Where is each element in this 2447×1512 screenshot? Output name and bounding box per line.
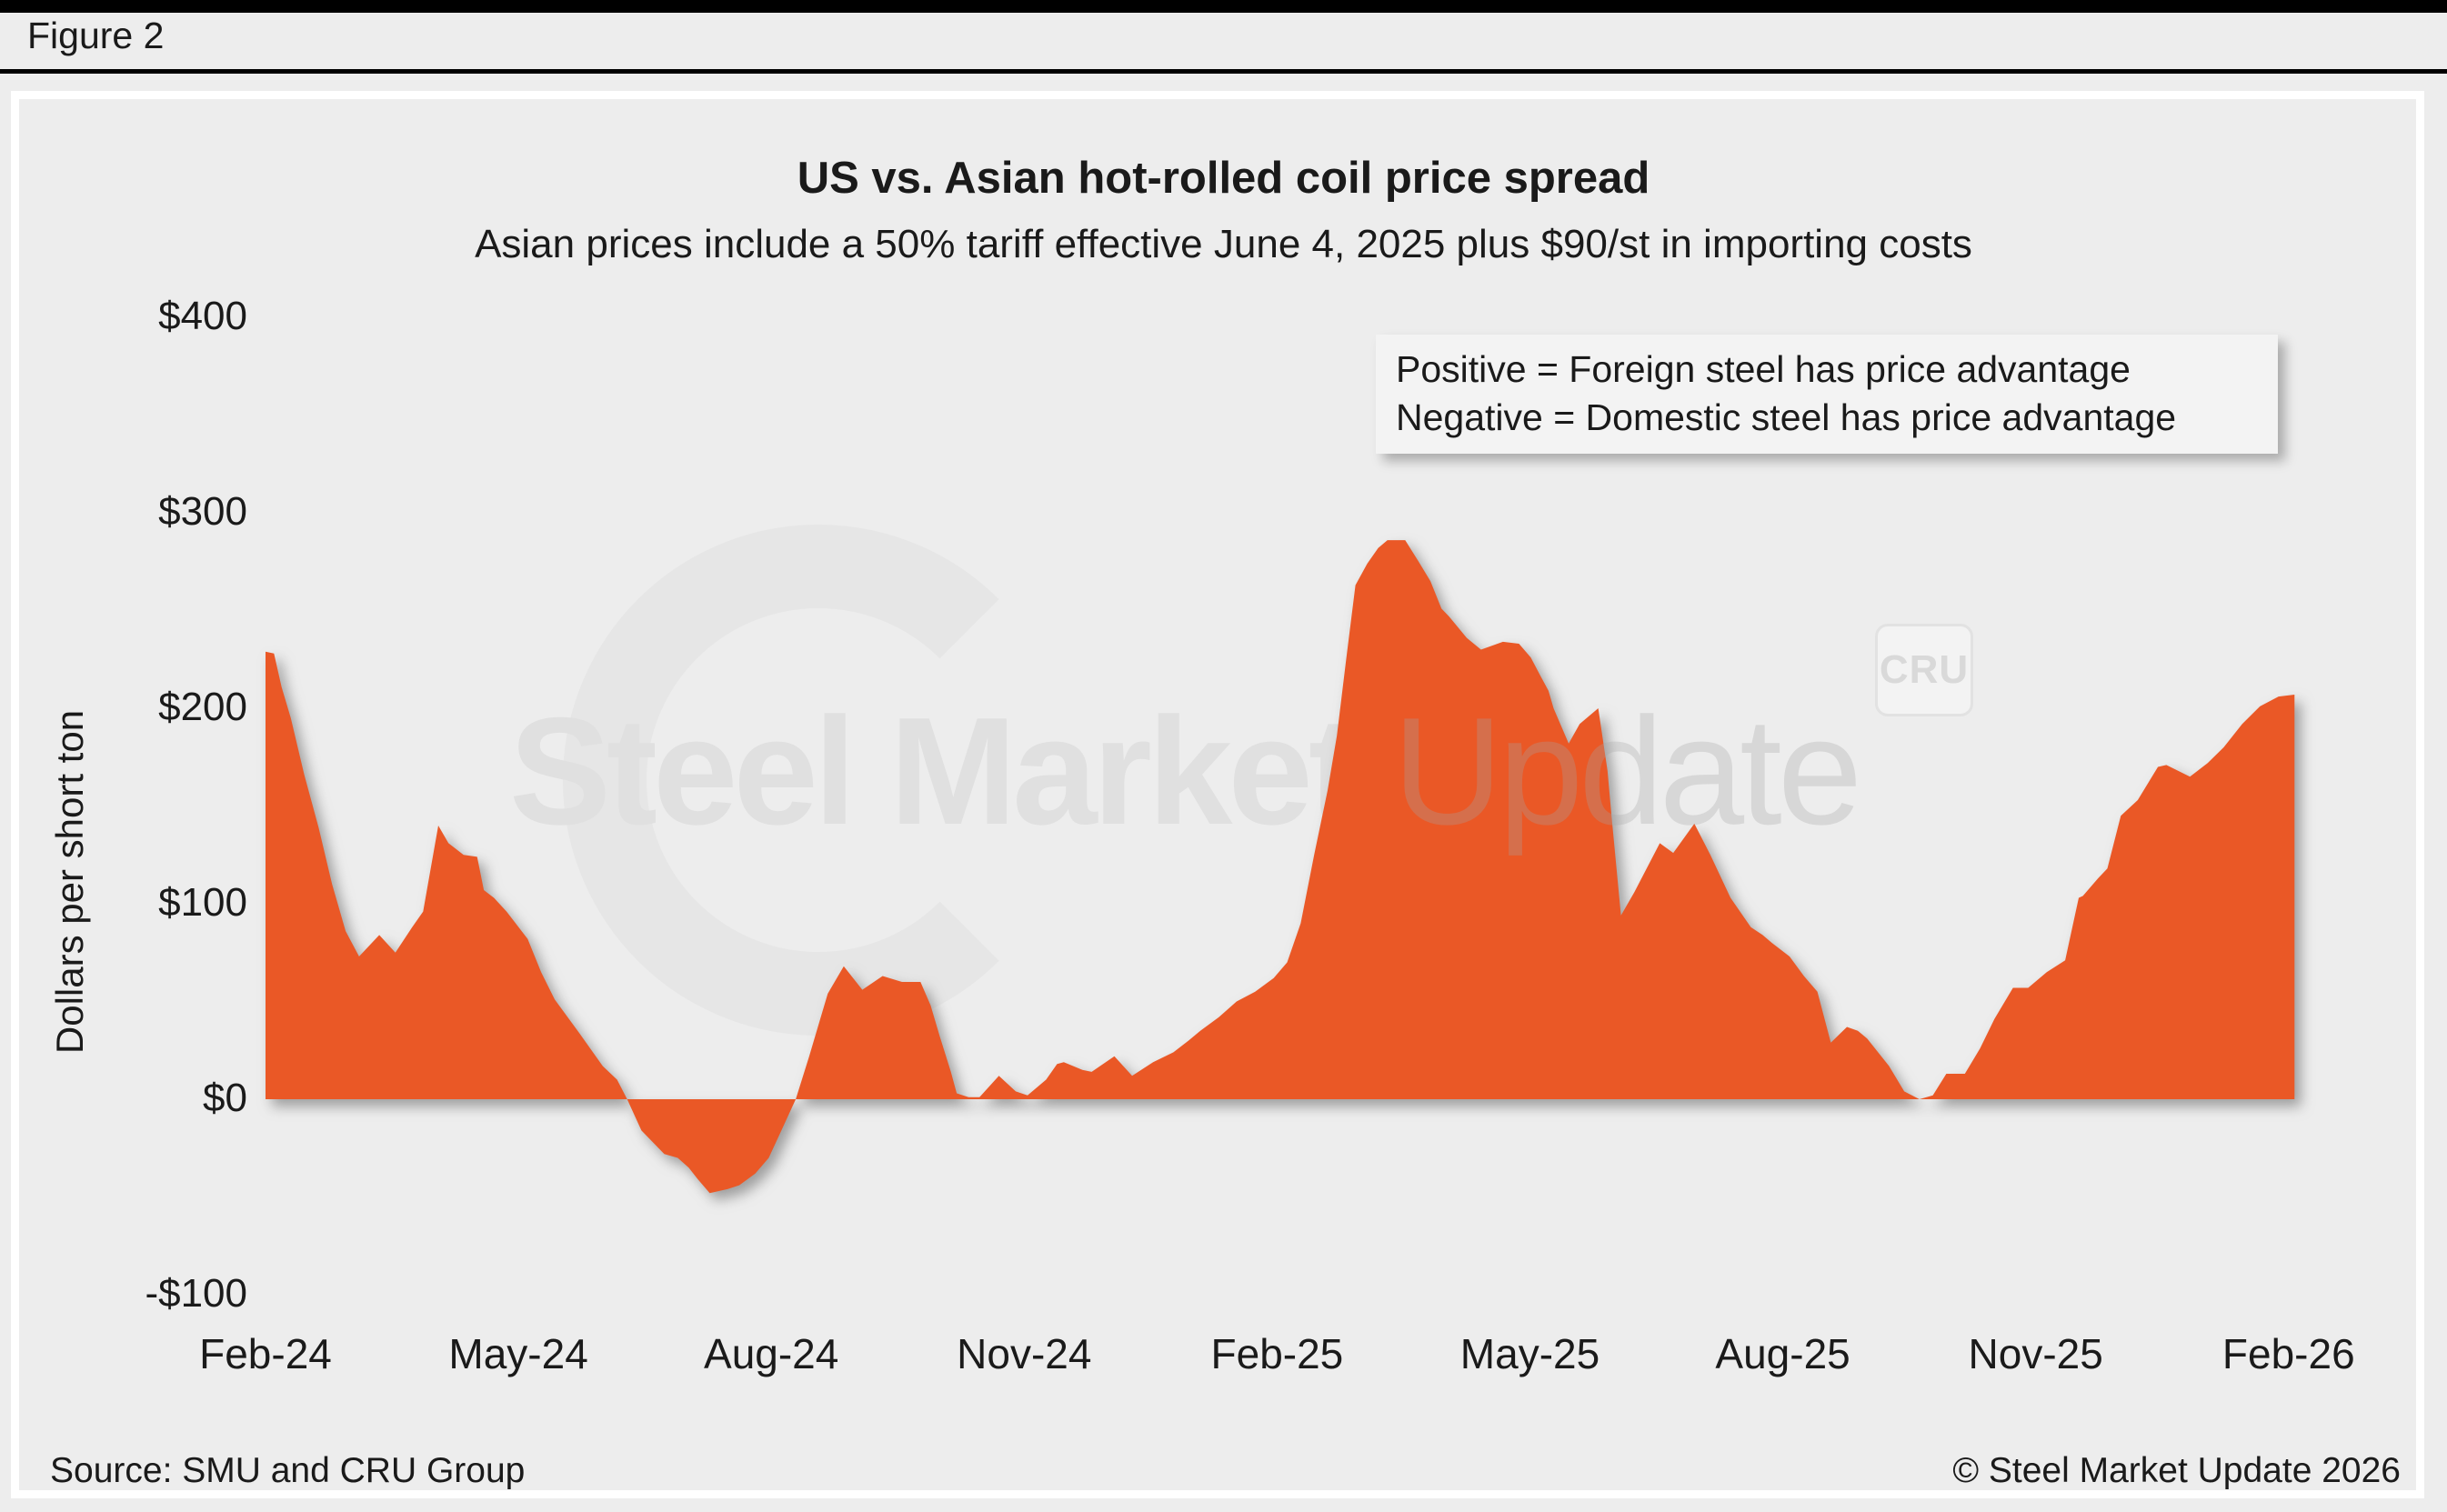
annotation-negative: Negative = Domestic steel has price adva… <box>1396 396 2177 439</box>
watermark-steel-market-ghost: Steel Market <box>509 686 1355 856</box>
chart-title: US vs. Asian hot-rolled coil price sprea… <box>797 154 1650 203</box>
top-black-bar <box>0 0 2447 13</box>
y-tick-label: $200 <box>158 685 247 729</box>
copyright-note: © Steel Market Update 2026 <box>1952 1451 2401 1490</box>
watermark-steel-market: Steel Market <box>509 686 1359 856</box>
y-tick-label: $0 <box>203 1076 247 1120</box>
cru-watermark-label: CRU <box>1879 647 1970 692</box>
y-tick-label: $400 <box>158 294 247 338</box>
y-tick-label: $100 <box>158 880 247 925</box>
chart-subtitle: Asian prices include a 50% tariff effect… <box>475 222 1972 266</box>
x-tick-label: Aug-25 <box>1715 1330 1850 1377</box>
watermark-update-overlay: Update <box>1354 686 1862 856</box>
price-spread-area <box>266 540 2295 1194</box>
x-tick-label: May-25 <box>1459 1330 1600 1377</box>
x-tick-label: Aug-24 <box>704 1330 839 1377</box>
chart-panel-frame <box>11 91 2424 1498</box>
x-tick-label: Nov-25 <box>1968 1330 2103 1377</box>
header-divider <box>0 69 2447 74</box>
watermark-text-under: Steel Market Update <box>509 684 1858 859</box>
x-tick-label: Feb-25 <box>1210 1330 1344 1377</box>
x-tick-label: Nov-24 <box>957 1330 1092 1377</box>
source-note: Source: SMU and CRU Group <box>50 1451 526 1490</box>
figure-label: Figure 2 <box>27 15 165 56</box>
annotation-positive: Positive = Foreign steel has price advan… <box>1396 348 2131 390</box>
y-tick-label: -$100 <box>145 1271 247 1316</box>
cru-watermark-badge: CRU <box>1875 624 1973 716</box>
watermark-text-over: Steel Market Update <box>509 684 1862 859</box>
x-tick-label: Feb-24 <box>199 1330 332 1377</box>
legend-annotation-box: Positive = Foreign steel has price advan… <box>1376 335 2278 454</box>
y-tick-label: $300 <box>158 489 247 534</box>
x-tick-label: Feb-26 <box>2221 1330 2355 1377</box>
x-tick-label: May-24 <box>448 1330 588 1377</box>
